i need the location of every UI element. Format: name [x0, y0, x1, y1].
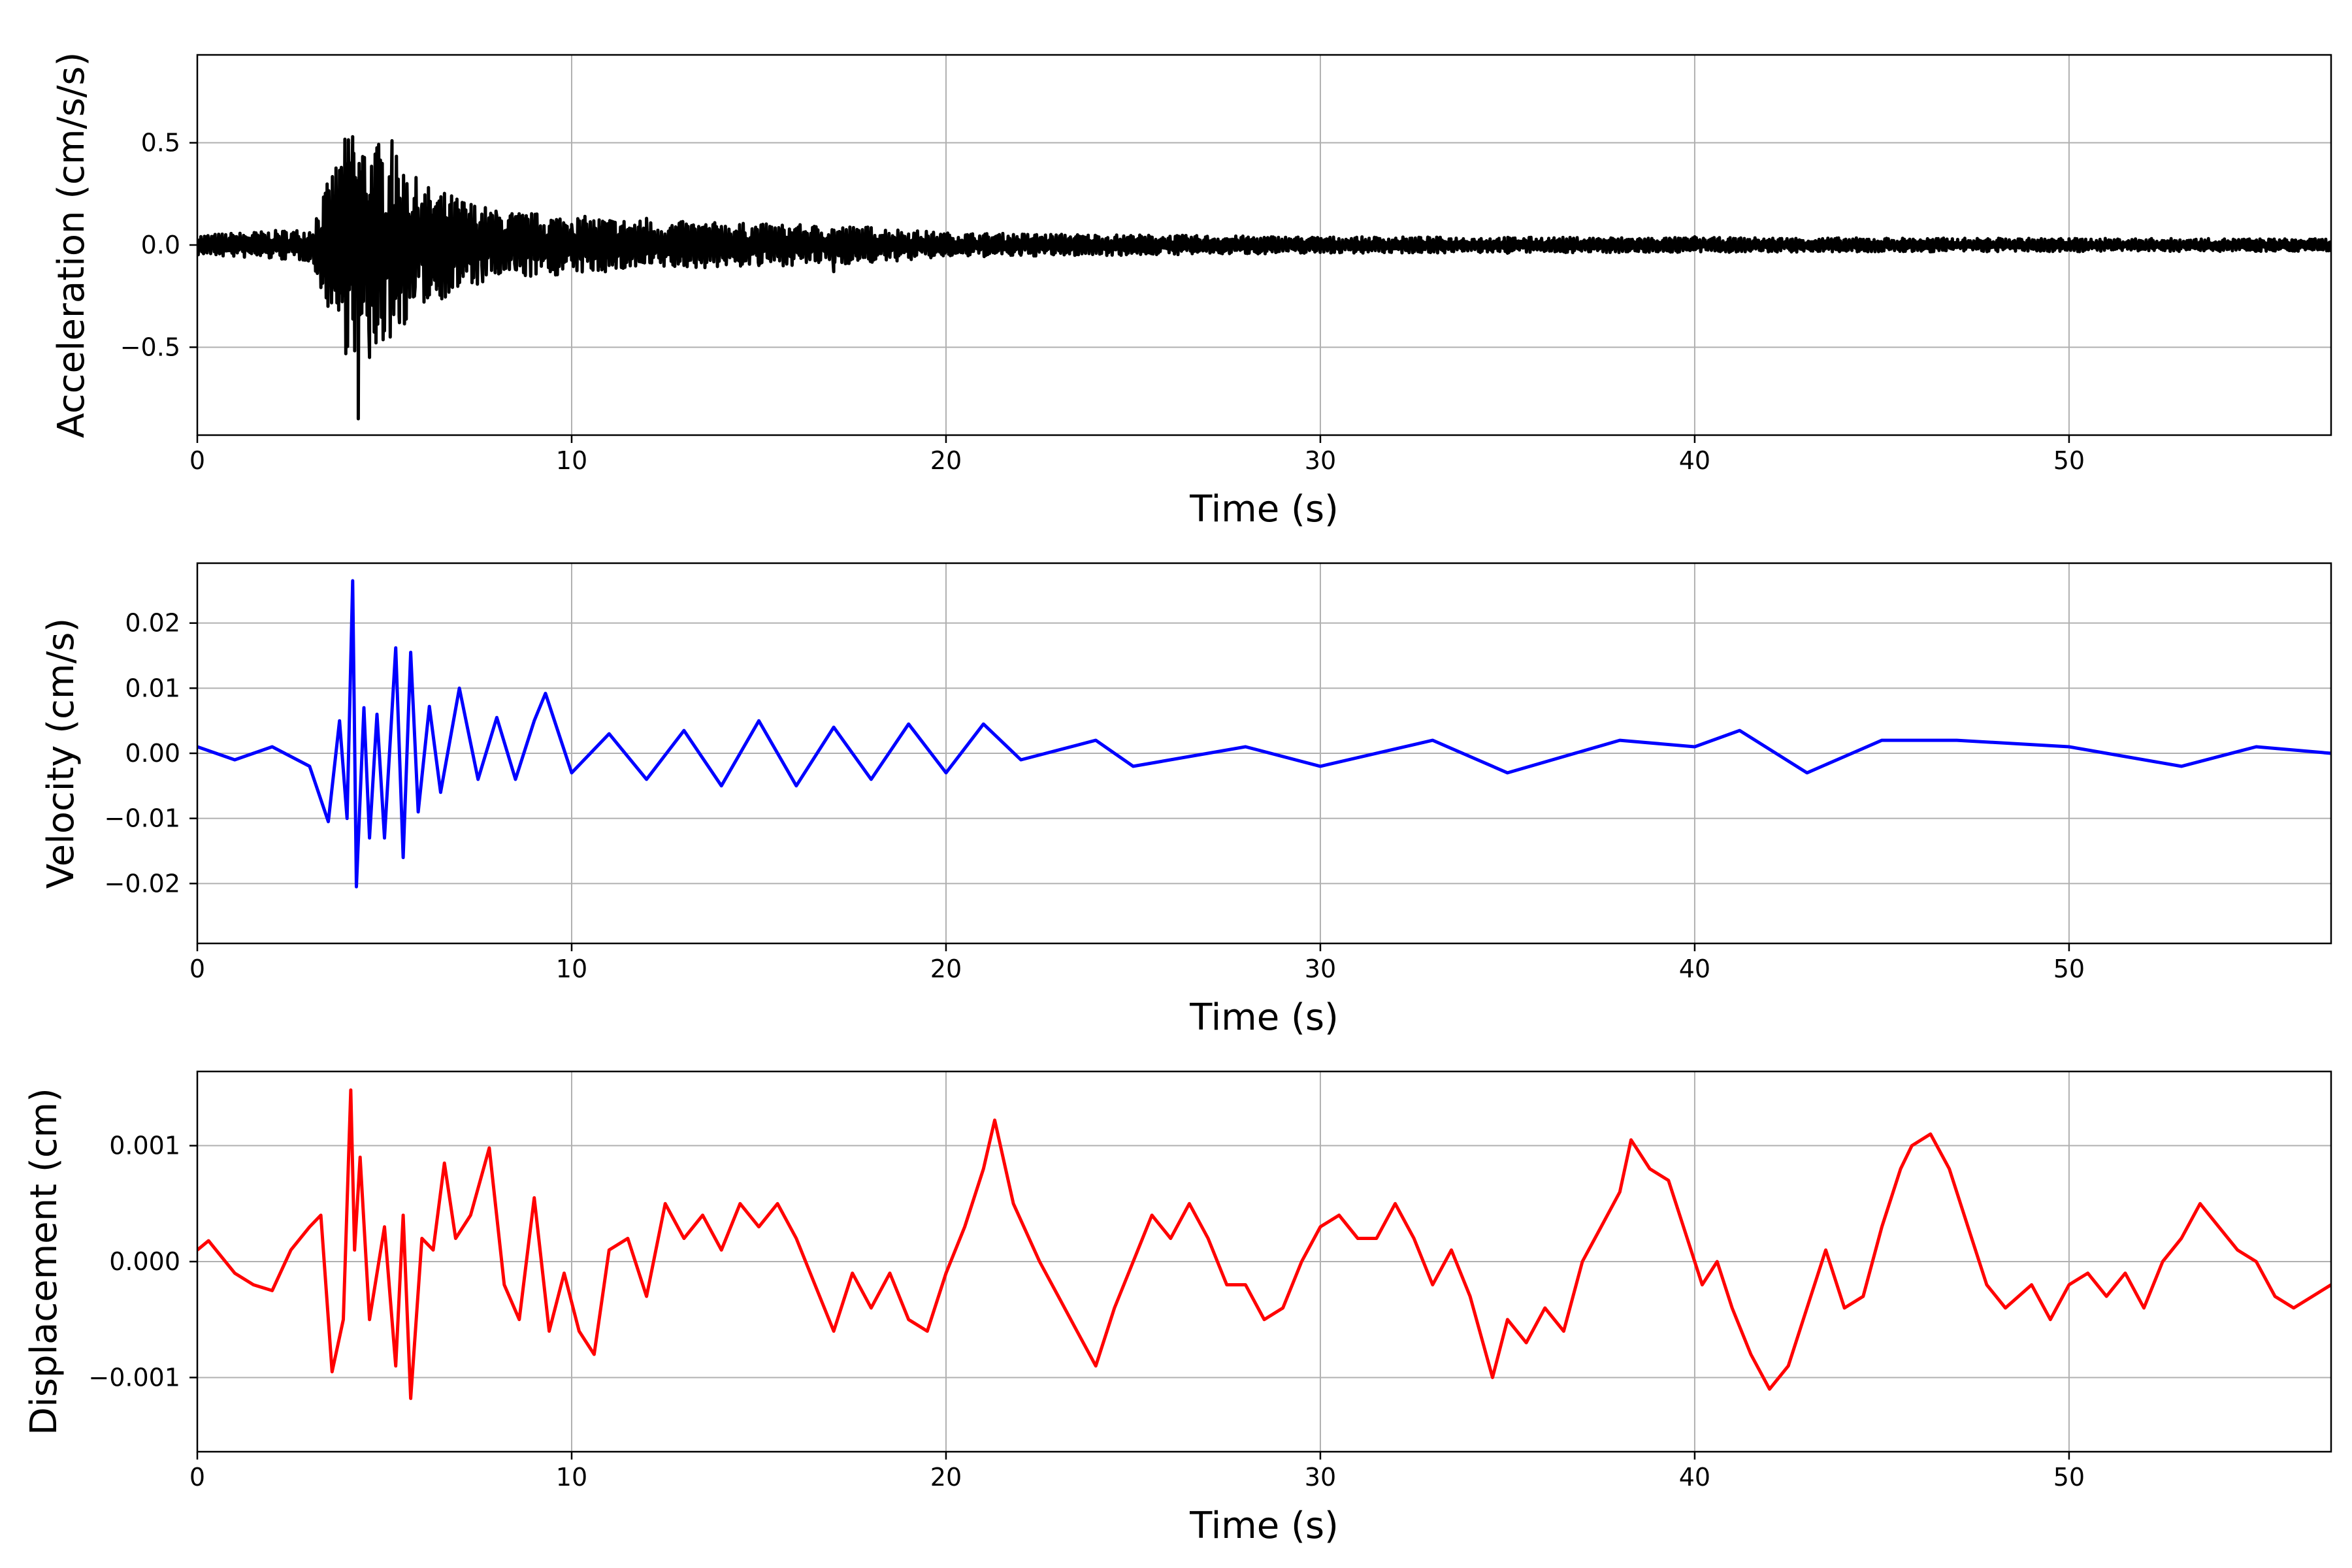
- displacement-x-tick-label: 50: [2053, 1463, 2085, 1492]
- acceleration-y-tick-label: −0.5: [120, 333, 180, 361]
- acceleration-x-axis-label: Time (s): [1189, 488, 1339, 531]
- velocity-y-tick-label: 0.00: [125, 739, 180, 768]
- acceleration-x-tick-label: 0: [189, 446, 205, 475]
- displacement-y-tick-label: 0.001: [109, 1132, 180, 1160]
- acceleration-y-axis-label: Acceleration (cm/s/s): [50, 52, 93, 438]
- displacement-x-tick-label: 20: [930, 1463, 962, 1492]
- velocity-y-tick-label: 0.02: [125, 609, 180, 638]
- velocity-x-tick-label: 0: [189, 955, 205, 983]
- velocity-x-tick-label: 40: [1679, 955, 1710, 983]
- displacement-y-axis-label: Displacement (cm): [23, 1088, 65, 1435]
- velocity-y-tick-label: 0.01: [125, 674, 180, 702]
- displacement-y-tick-label: 0.000: [109, 1247, 180, 1276]
- velocity-x-axis-label: Time (s): [1189, 996, 1339, 1039]
- velocity-y-axis-label: Velocity (cm/s): [40, 618, 82, 889]
- displacement-x-tick-label: 10: [556, 1463, 587, 1492]
- displacement-y-tick-label: −0.001: [88, 1363, 180, 1392]
- acceleration-x-tick-label: 20: [930, 446, 962, 475]
- displacement-x-tick-label: 0: [189, 1463, 205, 1492]
- velocity-panel: 0 10 20 30 40 50 0.02 0.01 0.00 −0.01 −0.02 Time (s…: [40, 562, 2332, 1039]
- acceleration-x-tick-label: 10: [556, 446, 587, 475]
- displacement-x-tick-label: 40: [1679, 1463, 1710, 1492]
- displacement-panel: 0 10 20 30 40 50 0.001 0.000 −0.001 Time (s) Displ…: [23, 1070, 2332, 1547]
- acceleration-panel: 0 10 20 30 40 50 0.5 0.0 −0.5 Time (s) Acceleratio…: [50, 52, 2332, 531]
- acceleration-x-tick-label: 50: [2053, 446, 2085, 475]
- velocity-x-tick-label: 50: [2053, 955, 2085, 983]
- velocity-y-tick-label: −0.01: [105, 804, 180, 833]
- acceleration-x-tick-label: 40: [1679, 446, 1710, 475]
- velocity-y-tick-label: −0.02: [105, 869, 180, 898]
- velocity-x-tick-label: 10: [556, 955, 587, 983]
- displacement-x-axis-label: Time (s): [1189, 1505, 1339, 1547]
- acceleration-y-tick-label: 0.0: [141, 231, 180, 259]
- velocity-x-tick-label: 30: [1305, 955, 1336, 983]
- acceleration-series-line: [197, 135, 2331, 421]
- displacement-series-line: [197, 1088, 2331, 1400]
- acceleration-y-tick-label: 0.5: [141, 129, 180, 157]
- velocity-series-line: [197, 579, 2331, 889]
- velocity-x-tick-label: 20: [930, 955, 962, 983]
- acceleration-x-tick-label: 30: [1305, 446, 1336, 475]
- displacement-x-tick-label: 30: [1305, 1463, 1336, 1492]
